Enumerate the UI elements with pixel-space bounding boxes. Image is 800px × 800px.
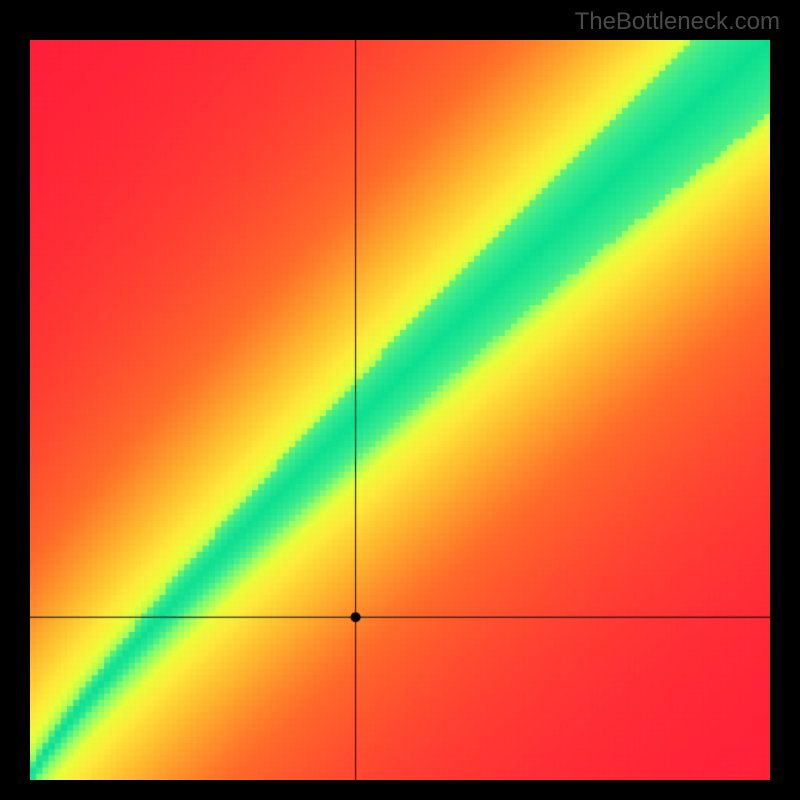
heatmap-canvas [30, 40, 770, 780]
heatmap-plot [30, 40, 770, 780]
watermark-text: TheBottleneck.com [575, 8, 780, 36]
chart-container: TheBottleneck.com [0, 0, 800, 800]
